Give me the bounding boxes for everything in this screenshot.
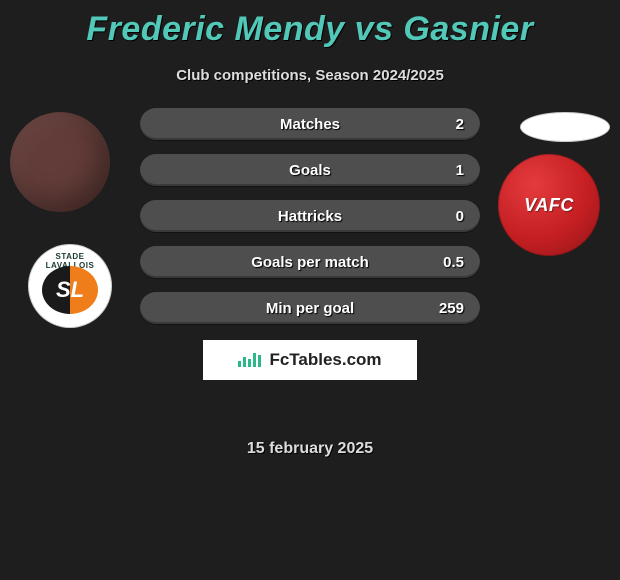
date-label: 15 february 2025 xyxy=(0,440,620,458)
club-left-badge-inner: STADE LAVALLOIS SL xyxy=(32,248,108,324)
stat-pill: Goals 1 xyxy=(140,154,480,186)
stat-pill-list: Matches 2 Goals 1 Hattricks 0 Goals per … xyxy=(140,108,480,338)
comparison-stage: STADE LAVALLOIS SL VAFC Matches 2 Goals … xyxy=(0,84,620,434)
brand-text: FcTables.com xyxy=(269,350,381,370)
player-left-avatar xyxy=(10,112,110,212)
stat-label: Matches xyxy=(280,116,340,133)
club-left-badge: STADE LAVALLOIS SL xyxy=(28,244,112,328)
stat-label: Goals per match xyxy=(251,254,369,271)
club-right-badge: VAFC xyxy=(498,154,600,256)
club-left-monogram: SL xyxy=(42,266,98,314)
stat-pill: Hattricks 0 xyxy=(140,200,480,232)
stat-value-right: 0.5 xyxy=(443,254,464,271)
stat-value-right: 2 xyxy=(456,116,464,133)
stat-label: Hattricks xyxy=(278,208,342,225)
stat-pill: Min per goal 259 xyxy=(140,292,480,324)
club-left-core: SL xyxy=(42,266,98,314)
stat-label: Goals xyxy=(289,162,331,179)
player-right-avatar xyxy=(520,112,610,142)
stat-value-right: 0 xyxy=(456,208,464,225)
stat-value-right: 259 xyxy=(439,300,464,317)
stat-pill: Matches 2 xyxy=(140,108,480,140)
club-right-label: VAFC xyxy=(524,195,574,216)
brand-bars-icon xyxy=(238,353,261,367)
brand-box: FcTables.com xyxy=(203,340,417,380)
page-title: Frederic Mendy vs Gasnier xyxy=(0,0,620,49)
subtitle: Club competitions, Season 2024/2025 xyxy=(0,67,620,84)
stat-pill: Goals per match 0.5 xyxy=(140,246,480,278)
stat-value-right: 1 xyxy=(456,162,464,179)
stat-label: Min per goal xyxy=(266,300,354,317)
